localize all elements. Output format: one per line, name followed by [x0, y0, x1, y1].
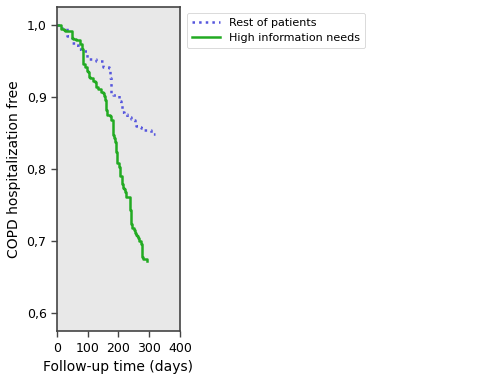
High information needs [134, 234, 140, 239]
High information needs [111, 136, 117, 140]
Rest of patients [128, 117, 134, 122]
Line: High information needs: High information needs [57, 25, 148, 261]
Rest of patients [84, 55, 90, 60]
Rest of patients [75, 47, 81, 52]
Rest of patients [138, 126, 143, 131]
Rest of patients [110, 93, 116, 97]
Rest of patients [131, 118, 137, 123]
Rest of patients [124, 115, 130, 120]
High information needs [122, 195, 128, 199]
Line: Rest of patients: Rest of patients [57, 25, 155, 134]
Rest of patients [72, 43, 78, 47]
Rest of patients [121, 112, 127, 117]
Rest of patients [66, 35, 72, 40]
Rest of patients [108, 90, 114, 95]
Rest of patients [86, 57, 91, 61]
Rest of patients [106, 65, 112, 70]
Rest of patients [107, 76, 113, 81]
Rest of patients [148, 131, 154, 135]
Rest of patients [148, 132, 154, 136]
High information needs [130, 227, 136, 232]
Rest of patients [134, 124, 140, 129]
Rest of patients [92, 59, 98, 63]
Rest of patients [100, 65, 105, 69]
Rest of patients [137, 124, 143, 129]
X-axis label: Follow-up time (days): Follow-up time (days) [44, 360, 194, 374]
Rest of patients [78, 48, 84, 53]
Rest of patients [116, 98, 122, 103]
Rest of patients [140, 127, 145, 132]
Legend: Rest of patients, High information needs: Rest of patients, High information needs [186, 13, 366, 48]
Rest of patients [54, 22, 60, 27]
High information needs [116, 162, 121, 166]
Rest of patients [107, 67, 113, 71]
Rest of patients [64, 34, 70, 39]
Rest of patients [99, 59, 105, 64]
Rest of patients [120, 110, 126, 114]
High information needs [128, 221, 134, 225]
Rest of patients [128, 117, 134, 121]
Rest of patients [117, 99, 123, 104]
Rest of patients [64, 29, 70, 33]
Rest of patients [55, 23, 61, 27]
Rest of patients [132, 119, 138, 124]
Rest of patients [118, 102, 124, 107]
Rest of patients [152, 132, 158, 137]
Rest of patients [124, 115, 130, 120]
Rest of patients [87, 57, 93, 62]
Rest of patients [56, 26, 62, 30]
High information needs [54, 22, 60, 27]
High information needs [144, 259, 150, 264]
Rest of patients [69, 41, 75, 46]
Y-axis label: COPD hospitalization free: COPD hospitalization free [7, 80, 21, 258]
